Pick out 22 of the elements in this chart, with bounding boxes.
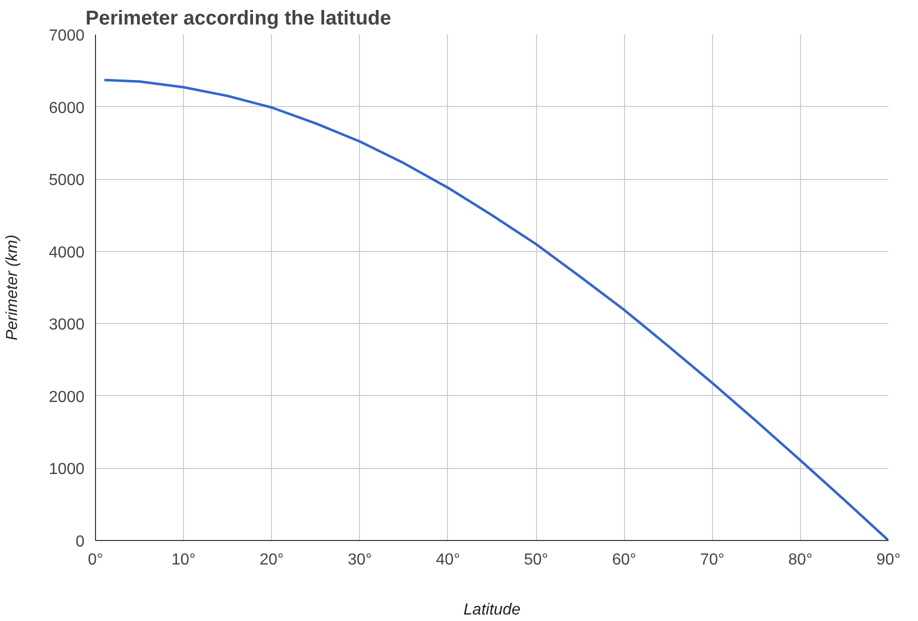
y-axis-title: Perimeter (km)	[4, 234, 21, 340]
x-tick-label: 70°	[700, 552, 724, 568]
x-tick-label: 10°	[172, 552, 196, 568]
y-tick-label: 5000	[48, 172, 85, 190]
y-tick-label: 4000	[48, 244, 85, 262]
chart-title: Perimeter according the latitude	[86, 8, 392, 30]
y-tick-label: 1000	[48, 461, 85, 478]
x-tick-label: 20°	[260, 552, 284, 568]
x-tick-label: 60°	[612, 552, 636, 568]
y-tick-label: 2000	[48, 388, 85, 406]
y-tick-label: 3000	[48, 316, 85, 334]
x-tick-label: 90°	[876, 552, 901, 568]
y-tick-label: 0	[76, 534, 85, 550]
x-axis-title: Latitude	[464, 602, 521, 618]
x-tick-label: 50°	[524, 552, 548, 568]
y-tick-label: 7000	[48, 28, 85, 44]
x-tick-label: 30°	[348, 552, 372, 568]
x-tick-label: 40°	[436, 552, 460, 568]
x-tick-label: 80°	[788, 552, 812, 568]
line-series	[103, 78, 888, 540]
y-tick-label: 6000	[48, 100, 85, 117]
x-tick-label: 0°	[88, 552, 104, 568]
